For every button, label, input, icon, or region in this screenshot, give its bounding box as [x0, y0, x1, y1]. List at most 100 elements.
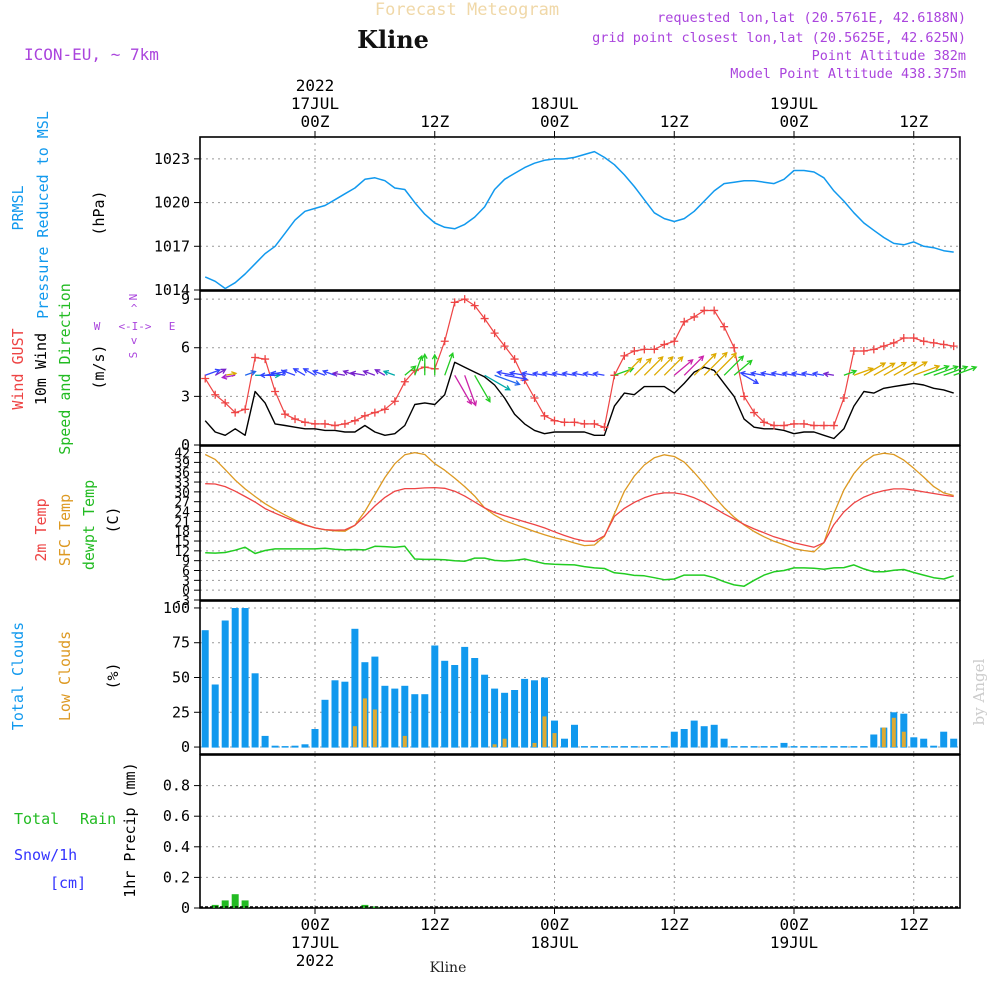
total-cloud-bar	[242, 608, 249, 748]
total-cloud-bar	[860, 746, 867, 748]
y-tick-label: 1020	[154, 194, 190, 212]
wind-unit: (m/s)	[90, 344, 108, 389]
gust-line	[205, 299, 954, 427]
gust-label: Wind GUST	[9, 328, 27, 409]
x-label-bottom: 18JUL	[530, 933, 578, 952]
wind-arrow	[282, 370, 295, 375]
wind-arrow	[422, 354, 427, 375]
y-tick-label: 1023	[154, 150, 190, 168]
wind-arrow	[654, 357, 672, 375]
total-cloud-bar	[461, 647, 468, 748]
low-cloud-bar	[373, 710, 377, 748]
low-cloud-bar	[543, 716, 547, 747]
total-cloud-bar	[272, 746, 279, 748]
panel-0: 1014 1017 1020 1023	[154, 137, 960, 299]
total-cloud-bar	[511, 690, 518, 748]
y-tick-label: 0	[181, 899, 190, 917]
total-cloud-bar	[701, 726, 708, 747]
total-cloud-bar	[322, 700, 329, 748]
wind-arrow	[884, 363, 906, 376]
precip-rain-label: Rain	[80, 810, 116, 828]
total-cloud-bar	[591, 746, 598, 748]
gust-marker	[531, 394, 539, 402]
panel-frame	[200, 755, 960, 908]
rain-bar	[232, 894, 239, 908]
wind-arrow	[375, 370, 385, 376]
total-cloud-bar	[850, 746, 857, 748]
wind-arrow	[405, 366, 416, 375]
total-cloud-bar	[332, 680, 339, 747]
gust-marker	[850, 347, 858, 355]
gust-marker	[261, 355, 269, 363]
y-tick-label: 0.8	[163, 777, 190, 795]
total-cloud-bar	[711, 725, 718, 748]
total-cloud-bar	[561, 739, 568, 748]
low-cloud-bar	[553, 733, 557, 747]
low-cloud-bar	[892, 718, 896, 747]
y-tick-label: 9	[181, 290, 190, 308]
gust-marker	[790, 420, 798, 428]
total-cloud-bar	[910, 737, 917, 747]
wind-arrow	[584, 372, 595, 377]
total-cloud-bar	[681, 729, 688, 748]
gust-marker	[560, 418, 568, 426]
prmsl-label: PRMSL	[9, 185, 27, 230]
total-cloud-bar	[631, 746, 638, 748]
compass-down: v	[131, 334, 138, 347]
panel-frame	[200, 291, 960, 445]
gust-marker	[311, 420, 319, 428]
prmsl-unit: (hPa)	[90, 190, 108, 235]
x-label-bottom: 19JUL	[770, 933, 818, 952]
total-cloud-bar	[341, 682, 348, 748]
total-cloud-bar	[491, 689, 498, 748]
gust-marker	[301, 418, 309, 426]
total-cloud-bar	[282, 746, 289, 748]
gust-marker	[740, 392, 748, 400]
compass-arrow: <-I->	[118, 320, 151, 333]
x-label-top: 12Z	[420, 112, 449, 131]
total-cloud-bar	[431, 646, 438, 748]
total-cloud-bar	[811, 746, 818, 748]
gust-marker	[551, 417, 559, 425]
total-cloud-bar	[791, 746, 798, 748]
low-cloud-bar	[882, 728, 886, 748]
precip-total-label: Total	[14, 810, 59, 828]
gust-marker	[331, 422, 339, 430]
total-cloud-bar	[481, 675, 488, 748]
gust-marker	[700, 306, 708, 314]
total-cloud-bar	[212, 685, 219, 748]
wind-arrow	[351, 371, 365, 376]
x-label-bottom: 00Z	[540, 915, 569, 934]
y-tick-label: 50	[172, 669, 190, 687]
gust-marker	[670, 337, 678, 345]
total-cloud-bar	[721, 739, 728, 748]
sfc-label: SFC Temp	[56, 494, 74, 566]
gust-marker	[690, 313, 698, 321]
wind-arrow	[664, 357, 682, 375]
total-cloud-bar	[571, 725, 578, 748]
total-cloud-bar	[950, 739, 957, 748]
panel-2: -303691215182124273033363942	[174, 446, 960, 609]
gust-marker	[351, 417, 359, 425]
gust-marker	[820, 422, 828, 430]
y-tick-label: 6	[181, 339, 190, 357]
temp2m-label: 2m Temp	[32, 498, 50, 561]
footer-location: Kline	[430, 960, 467, 976]
low-cloud-bar	[493, 744, 497, 747]
compass-w: W	[94, 320, 101, 333]
x-label-top: 17JUL	[291, 94, 339, 113]
gust-marker	[640, 345, 648, 353]
gust-marker	[880, 342, 888, 350]
cloud-unit: (%)	[104, 662, 122, 689]
y-tick-label: 1017	[154, 237, 190, 255]
temp-unit: (C)	[104, 506, 122, 533]
total-cloud-bar	[761, 746, 768, 748]
gust-marker	[830, 422, 838, 430]
wind-arrow	[594, 372, 605, 377]
temp2m-line	[205, 484, 954, 548]
low-cloud-bar	[503, 739, 507, 747]
total-cloud-bar	[611, 746, 618, 748]
total-cloud-bar	[940, 732, 947, 748]
gust-marker	[271, 388, 279, 396]
y-tick-label: 0.4	[163, 838, 190, 856]
